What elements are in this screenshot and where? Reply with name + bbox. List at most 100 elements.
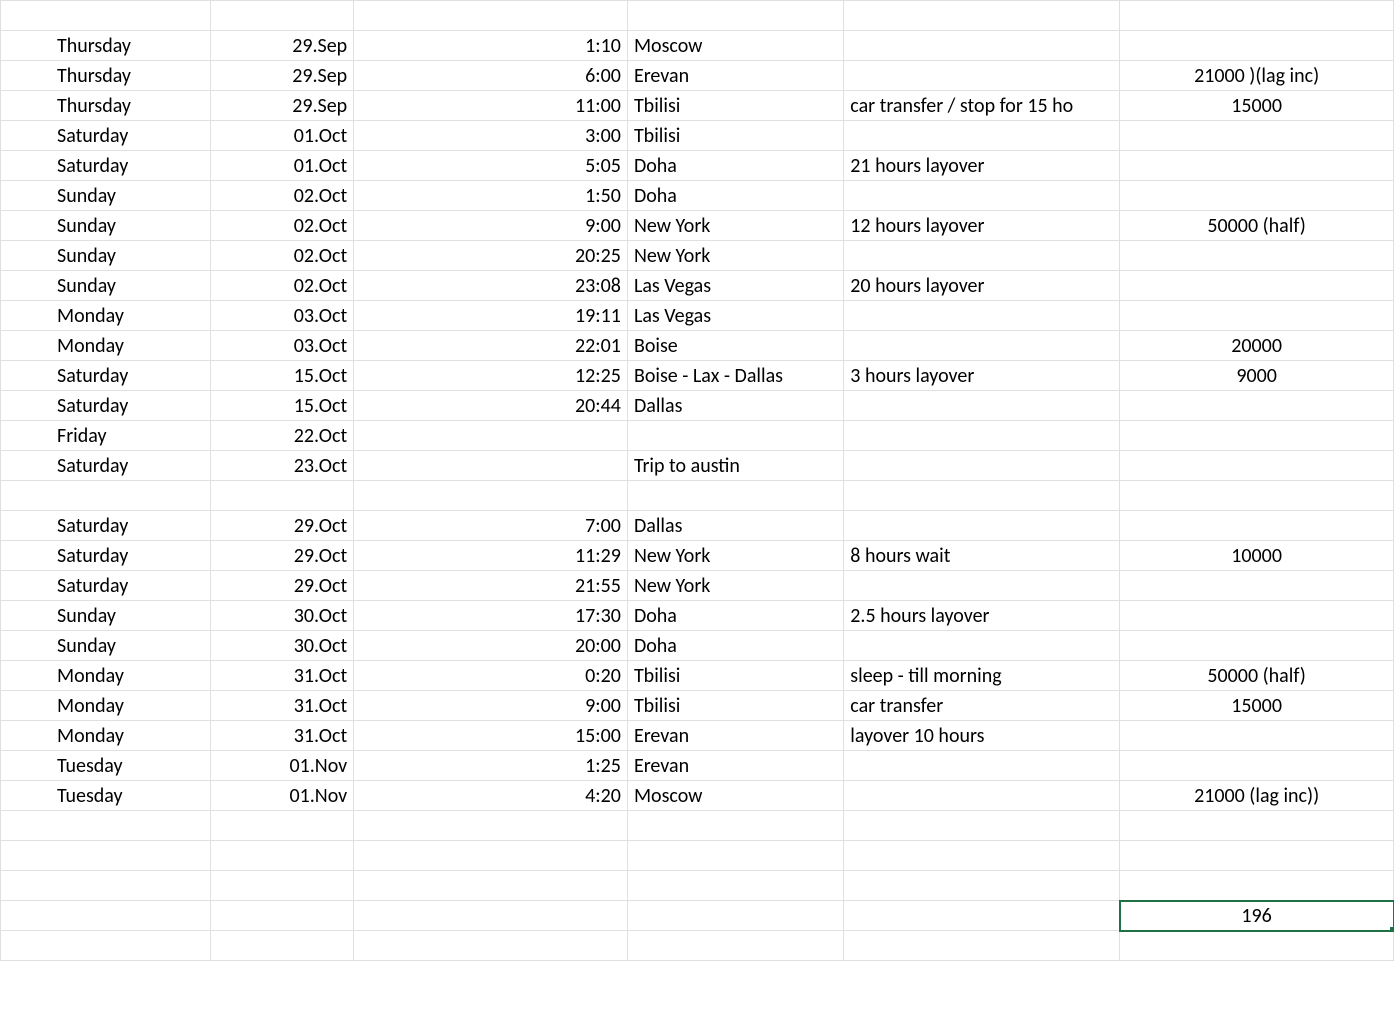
- cell-date[interactable]: 03.Oct: [210, 301, 353, 331]
- cell-cost[interactable]: 50000 (half): [1120, 661, 1394, 691]
- cell-day[interactable]: Sunday: [1, 631, 211, 661]
- cell-location[interactable]: [627, 481, 843, 511]
- cell-location[interactable]: [627, 1, 843, 31]
- cell-cost[interactable]: [1120, 571, 1394, 601]
- cell-time[interactable]: 11:29: [354, 541, 628, 571]
- cell-date[interactable]: 02.Oct: [210, 271, 353, 301]
- cell-time[interactable]: 5:05: [354, 151, 628, 181]
- cell-time[interactable]: [354, 931, 628, 961]
- cell-day[interactable]: Monday: [1, 691, 211, 721]
- cell-date[interactable]: 31.Oct: [210, 691, 353, 721]
- cell-date[interactable]: 03.Oct: [210, 331, 353, 361]
- cell-cost[interactable]: [1120, 1, 1394, 31]
- cell-notes[interactable]: [844, 241, 1120, 271]
- cell-location[interactable]: Las Vegas: [627, 301, 843, 331]
- cell-location[interactable]: [627, 931, 843, 961]
- cell-location[interactable]: Moscow: [627, 781, 843, 811]
- cell-date[interactable]: 23.Oct: [210, 451, 353, 481]
- cell-cost[interactable]: 50000 (half): [1120, 211, 1394, 241]
- cell-notes[interactable]: [844, 751, 1120, 781]
- cell-day[interactable]: Tuesday: [1, 781, 211, 811]
- cell-time[interactable]: [354, 1, 628, 31]
- cell-location[interactable]: [627, 871, 843, 901]
- cell-date[interactable]: 02.Oct: [210, 211, 353, 241]
- cell-date[interactable]: 01.Oct: [210, 121, 353, 151]
- cell-date[interactable]: [210, 811, 353, 841]
- cell-cost[interactable]: 15000: [1120, 691, 1394, 721]
- cell-cost[interactable]: [1120, 241, 1394, 271]
- cell-day[interactable]: Sunday: [1, 181, 211, 211]
- cell-location[interactable]: Tbilisi: [627, 691, 843, 721]
- cell-day[interactable]: [1, 841, 211, 871]
- cell-location[interactable]: Doha: [627, 181, 843, 211]
- cell-day[interactable]: Friday: [1, 421, 211, 451]
- cell-date[interactable]: 30.Oct: [210, 631, 353, 661]
- cell-location[interactable]: Erevan: [627, 721, 843, 751]
- cell-day[interactable]: Saturday: [1, 451, 211, 481]
- cell-date[interactable]: [210, 1, 353, 31]
- cell-location[interactable]: Dallas: [627, 391, 843, 421]
- cell-cost[interactable]: [1120, 511, 1394, 541]
- cell-cost[interactable]: 9000: [1120, 361, 1394, 391]
- cell-day[interactable]: Saturday: [1, 151, 211, 181]
- cell-notes[interactable]: 8 hours wait: [844, 541, 1120, 571]
- cell-date[interactable]: 30.Oct: [210, 601, 353, 631]
- cell-notes[interactable]: car transfer / stop for 15 ho: [844, 91, 1120, 121]
- cell-date[interactable]: 01.Nov: [210, 751, 353, 781]
- cell-cost[interactable]: [1120, 811, 1394, 841]
- cell-date[interactable]: 15.Oct: [210, 361, 353, 391]
- cell-location[interactable]: Erevan: [627, 61, 843, 91]
- cell-day[interactable]: Saturday: [1, 571, 211, 601]
- cell-day[interactable]: Saturday: [1, 541, 211, 571]
- cell-location[interactable]: Trip to austin: [627, 451, 843, 481]
- cell-time[interactable]: 1:10: [354, 31, 628, 61]
- cell-time[interactable]: [354, 421, 628, 451]
- cell-notes[interactable]: layover 10 hours: [844, 721, 1120, 751]
- cell-time[interactable]: 9:00: [354, 211, 628, 241]
- cell-notes[interactable]: [844, 421, 1120, 451]
- cell-time[interactable]: 0:20: [354, 661, 628, 691]
- cell-cost[interactable]: [1120, 391, 1394, 421]
- cell-day[interactable]: Monday: [1, 661, 211, 691]
- cell-time[interactable]: 1:50: [354, 181, 628, 211]
- cell-location[interactable]: Doha: [627, 151, 843, 181]
- cell-location[interactable]: Las Vegas: [627, 271, 843, 301]
- cell-notes[interactable]: [844, 931, 1120, 961]
- cell-day[interactable]: Thursday: [1, 91, 211, 121]
- cell-time[interactable]: 23:08: [354, 271, 628, 301]
- cell-day[interactable]: Monday: [1, 721, 211, 751]
- cell-day[interactable]: Thursday: [1, 31, 211, 61]
- cell-day[interactable]: Sunday: [1, 271, 211, 301]
- cell-notes[interactable]: [844, 1, 1120, 31]
- cell-time[interactable]: 22:01: [354, 331, 628, 361]
- cell-time[interactable]: [354, 841, 628, 871]
- cell-cost[interactable]: [1120, 271, 1394, 301]
- cell-date[interactable]: [210, 901, 353, 931]
- cell-location[interactable]: [627, 901, 843, 931]
- cell-cost[interactable]: 21000 )(lag inc): [1120, 61, 1394, 91]
- cell-cost[interactable]: 21000 (lag inc)): [1120, 781, 1394, 811]
- cell-day[interactable]: Sunday: [1, 211, 211, 241]
- cell-date[interactable]: [210, 841, 353, 871]
- cell-location[interactable]: Doha: [627, 601, 843, 631]
- cell-date[interactable]: 29.Oct: [210, 541, 353, 571]
- cell-time[interactable]: 11:00: [354, 91, 628, 121]
- cell-time[interactable]: 7:00: [354, 511, 628, 541]
- cell-time[interactable]: [354, 451, 628, 481]
- cell-time[interactable]: [354, 811, 628, 841]
- cell-notes[interactable]: [844, 871, 1120, 901]
- cell-date[interactable]: 01.Nov: [210, 781, 353, 811]
- cell-cost[interactable]: [1120, 631, 1394, 661]
- cell-day[interactable]: Tuesday: [1, 751, 211, 781]
- cell-cost[interactable]: [1120, 601, 1394, 631]
- cell-time[interactable]: 20:44: [354, 391, 628, 421]
- cell-location[interactable]: Moscow: [627, 31, 843, 61]
- cell-time[interactable]: [354, 901, 628, 931]
- cell-time[interactable]: 3:00: [354, 121, 628, 151]
- cell-notes[interactable]: [844, 631, 1120, 661]
- cell-day[interactable]: [1, 1, 211, 31]
- cell-cost[interactable]: [1120, 121, 1394, 151]
- cell-day[interactable]: Saturday: [1, 121, 211, 151]
- cell-day[interactable]: [1, 901, 211, 931]
- cell-date[interactable]: 31.Oct: [210, 661, 353, 691]
